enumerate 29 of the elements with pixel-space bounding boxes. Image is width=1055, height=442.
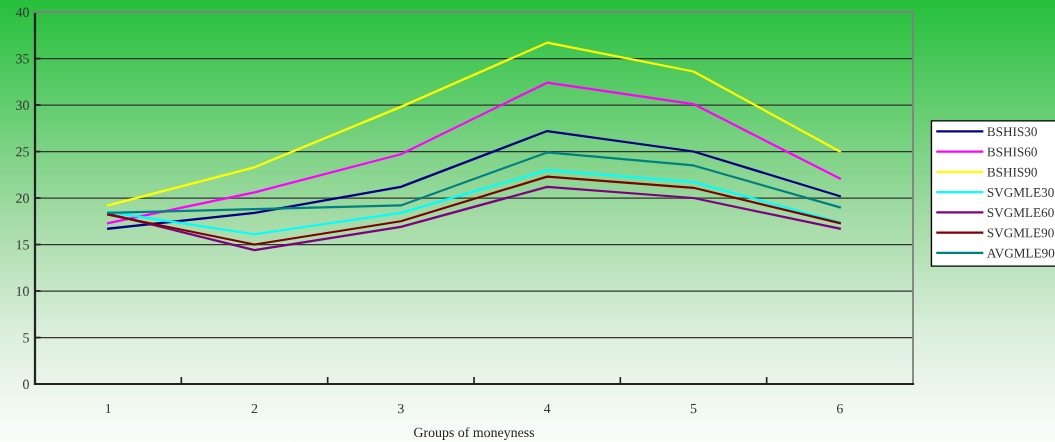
- y-tick-label: 20: [16, 193, 29, 203]
- x-tick-label: 2: [251, 403, 258, 414]
- line-series: [107, 151, 841, 214]
- x-tick-label: 6: [836, 403, 843, 414]
- y-tick-label: 5: [23, 333, 29, 343]
- legend-label: BSHIS60: [987, 147, 1037, 157]
- y-tick-label: 15: [16, 240, 29, 250]
- x-axis-title: Groups of moneyness: [414, 427, 535, 440]
- y-tick-label: 40: [15, 7, 29, 17]
- legend-label: BSHIS30: [987, 127, 1037, 137]
- x-tick-label: 5: [690, 403, 697, 414]
- x-tick-label: 1: [105, 403, 111, 414]
- y-tick-label: 30: [16, 100, 29, 110]
- legend-label: SVGMLE30: [987, 187, 1054, 197]
- y-tick-label: 10: [16, 286, 29, 296]
- x-tick-label: 3: [398, 403, 404, 414]
- x-tick-label: 4: [543, 403, 551, 414]
- legend-label: SVGMLE90: [987, 228, 1054, 238]
- line-series: [107, 41, 841, 207]
- y-tick-label: 25: [16, 147, 29, 157]
- legend-label: SVGMLE60: [987, 208, 1054, 218]
- y-tick-label: 0: [23, 379, 29, 389]
- legend-label: BSHIS90: [987, 167, 1037, 177]
- y-tick-label: 35: [16, 54, 29, 64]
- legend-label: AVGMLE90: [986, 248, 1055, 258]
- line-series: [107, 168, 841, 236]
- line-series: [107, 175, 841, 246]
- line-series: [107, 81, 841, 225]
- line-series: [107, 129, 841, 230]
